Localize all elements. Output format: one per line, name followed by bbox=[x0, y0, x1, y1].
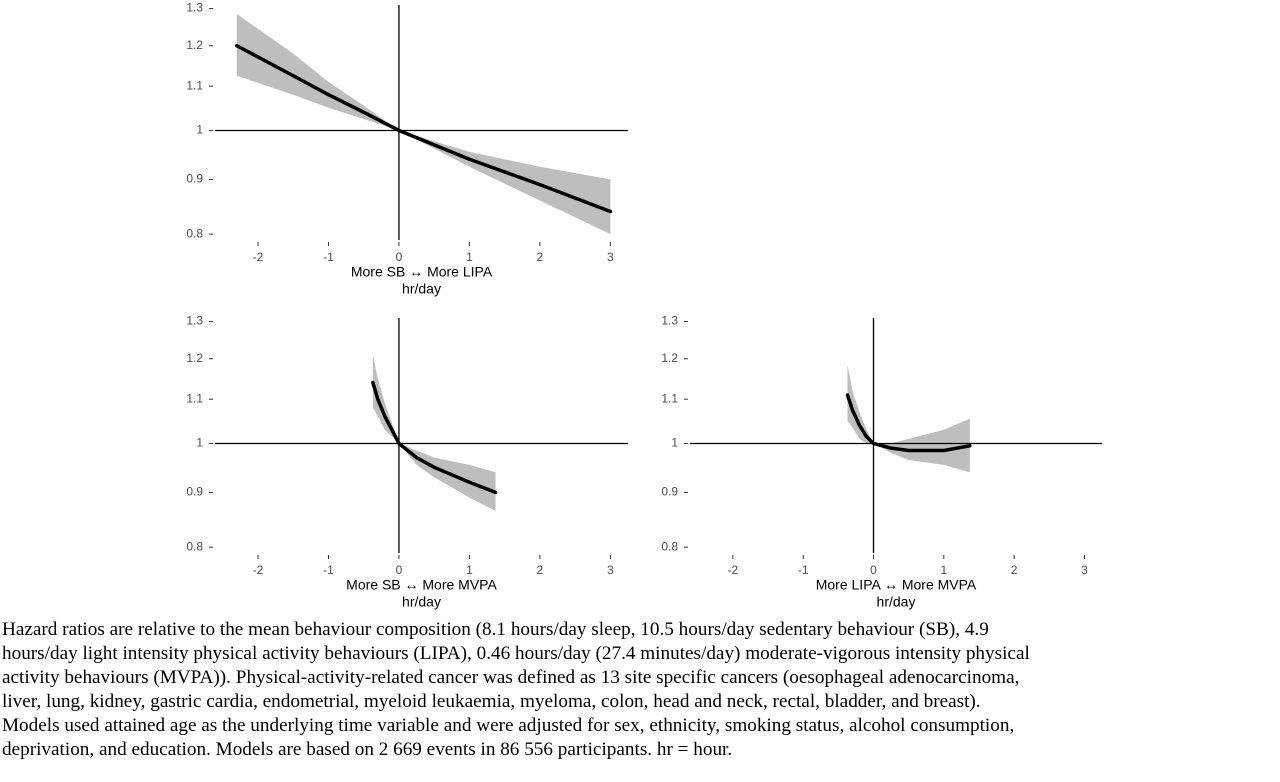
x-tick-label: 2 bbox=[1011, 563, 1018, 577]
caption-line: activity behaviours (MVPA)). Physical-ac… bbox=[2, 667, 1020, 688]
y-tick-label: 0.8 bbox=[661, 539, 678, 553]
y-tick-label: 1.1 bbox=[186, 78, 203, 92]
y-tick-label: 1 bbox=[196, 123, 203, 137]
caption-line: liver, lung, kidney, gastric cardia, end… bbox=[2, 691, 981, 712]
confidence-band bbox=[236, 13, 611, 235]
x-tick-label: 0 bbox=[870, 563, 877, 577]
caption-line: Hazard ratios are relative to the mean b… bbox=[2, 619, 989, 640]
x-tick-label: -1 bbox=[323, 563, 334, 577]
x-tick-label: 3 bbox=[607, 563, 614, 577]
x-axis-unit: hr/day bbox=[402, 281, 441, 297]
x-tick-label: 1 bbox=[466, 563, 473, 577]
y-tick-label: 1.2 bbox=[186, 38, 203, 52]
x-axis-unit: hr/day bbox=[402, 594, 441, 610]
confidence-band bbox=[847, 364, 970, 473]
x-tick-label: -2 bbox=[253, 250, 264, 264]
y-tick-label: 0.9 bbox=[186, 172, 203, 186]
x-tick-label: -1 bbox=[323, 250, 334, 264]
hazard-ratio-line bbox=[845, 393, 972, 453]
y-tick-label: 1.1 bbox=[186, 391, 203, 405]
x-tick-label: -2 bbox=[728, 563, 739, 577]
x-tick-label: -1 bbox=[798, 563, 809, 577]
y-tick-label: 1.3 bbox=[661, 314, 678, 328]
x-tick-label: 0 bbox=[396, 250, 403, 264]
caption: Hazard ratios are relative to the mean b… bbox=[2, 618, 1280, 762]
caption-line: deprivation, and education. Models are b… bbox=[2, 739, 733, 760]
caption-line: hours/day light intensity physical activ… bbox=[2, 643, 1030, 664]
y-tick-label: 0.8 bbox=[186, 226, 203, 240]
x-tick-label: 1 bbox=[466, 250, 473, 264]
x-axis-label: More SB ↔ More MVPA bbox=[346, 577, 497, 593]
y-tick-label: 1 bbox=[196, 436, 203, 450]
y-tick-label: 1.1 bbox=[661, 391, 678, 405]
x-tick-label: 0 bbox=[396, 563, 403, 577]
x-axis-label: More LIPA ↔ More MVPA bbox=[816, 577, 977, 593]
x-tick-label: 3 bbox=[1081, 563, 1088, 577]
x-tick-label: 2 bbox=[537, 563, 544, 577]
caption-line: Models used attained age as the underlyi… bbox=[2, 715, 1015, 736]
x-tick-label: 3 bbox=[607, 250, 614, 264]
x-tick-label: 1 bbox=[940, 563, 947, 577]
x-tick-label: 2 bbox=[537, 250, 544, 264]
y-tick-label: 0.9 bbox=[661, 485, 678, 499]
x-axis-label: More SB ↔ More LIPA bbox=[351, 264, 493, 280]
confidence-band bbox=[372, 354, 496, 511]
x-tick-label: -2 bbox=[253, 563, 264, 577]
y-tick-label: 1 bbox=[671, 436, 678, 450]
y-tick-label: 1.2 bbox=[661, 351, 678, 365]
figure: 1.3 1.2 1.1 1 0.9 0.8 -2 -1 0 1 2 3 More SB ↔ More L… bbox=[186, 1, 1102, 610]
hazard-ratio-line bbox=[371, 380, 498, 495]
y-tick-label: 1.2 bbox=[186, 351, 203, 365]
hazard-ratio-line bbox=[235, 44, 613, 214]
y-tick-label: 0.9 bbox=[186, 485, 203, 499]
y-tick-label: 1.3 bbox=[186, 314, 203, 328]
y-tick-label: 0.8 bbox=[186, 539, 203, 553]
y-tick-label: 1.3 bbox=[186, 1, 203, 15]
x-axis-unit: hr/day bbox=[877, 594, 916, 610]
